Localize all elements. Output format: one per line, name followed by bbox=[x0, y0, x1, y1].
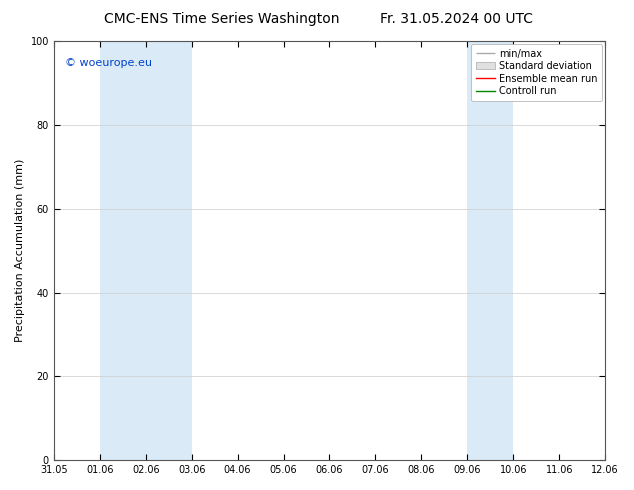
Text: © woeurope.eu: © woeurope.eu bbox=[65, 58, 152, 68]
Text: CMC-ENS Time Series Washington: CMC-ENS Time Series Washington bbox=[104, 12, 340, 26]
Text: Fr. 31.05.2024 00 UTC: Fr. 31.05.2024 00 UTC bbox=[380, 12, 533, 26]
Bar bbox=[467, 41, 514, 460]
Bar bbox=[100, 41, 191, 460]
Y-axis label: Precipitation Accumulation (mm): Precipitation Accumulation (mm) bbox=[15, 159, 25, 343]
Legend: min/max, Standard deviation, Ensemble mean run, Controll run: min/max, Standard deviation, Ensemble me… bbox=[470, 44, 602, 101]
